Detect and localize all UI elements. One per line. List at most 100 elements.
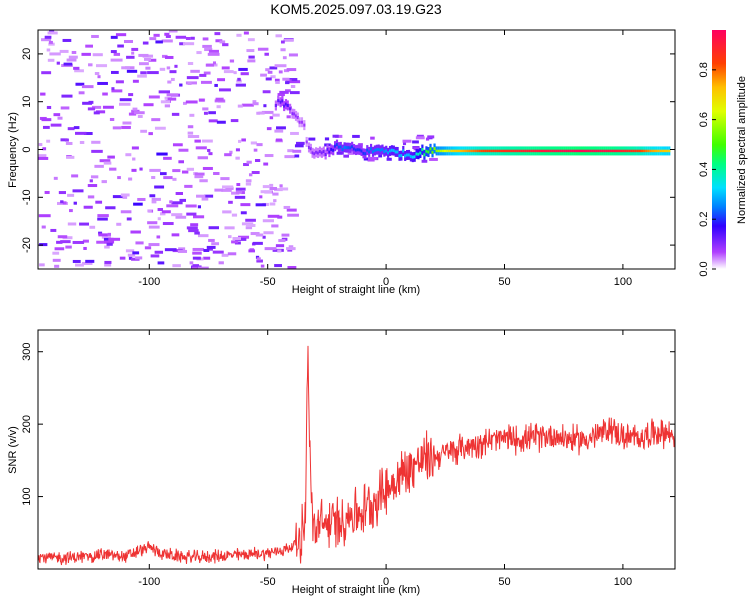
heatmap-signal-cell	[638, 149, 642, 153]
heatmap-noise-cell	[74, 69, 84, 73]
heatmap-noise-cell	[164, 55, 174, 59]
heatmap-noise-cell	[197, 156, 208, 160]
heatmap-noise-cell	[149, 168, 161, 172]
heatmap-noise-cell	[166, 93, 179, 97]
heatmap-signal-cell	[303, 123, 306, 127]
heatmap-signal-cell	[315, 150, 318, 154]
heatmap-noise-cell	[378, 154, 383, 158]
heatmap-noise-cell	[240, 211, 247, 215]
heatmap-signal-cell	[448, 149, 451, 153]
heatmap-noise-cell	[230, 119, 239, 123]
heatmap-noise-cell	[256, 259, 263, 263]
heatmap-signal-cell	[603, 149, 606, 153]
heatmap-signal-cell	[283, 104, 286, 108]
heatmap-noise-cell	[172, 264, 181, 268]
heatmap-noise-cell	[271, 224, 279, 228]
heatmap-noise-cell	[286, 115, 291, 119]
heatmap-noise-cell	[82, 101, 93, 105]
heatmap-noise-cell	[73, 66, 80, 70]
heatmap-noise-cell	[150, 254, 160, 258]
heatmap-x-axis-label: Height of straight line (km)	[292, 284, 420, 296]
heatmap-noise-cell	[126, 55, 135, 59]
heatmap-noise-cell	[171, 213, 183, 217]
heatmap-noise-cell	[131, 51, 135, 55]
heatmap-noise-cell	[50, 123, 62, 127]
heatmap-noise-cell	[185, 204, 197, 208]
heatmap-signal-cell	[659, 149, 662, 153]
heatmap-signal-cell	[640, 149, 644, 153]
heatmap-signal-cell	[398, 154, 401, 158]
heatmap-noise-cell	[240, 72, 249, 76]
heatmap-noise-cell	[235, 156, 240, 160]
heatmap-signal-cell	[358, 148, 361, 152]
heatmap-signal-cell	[524, 149, 527, 153]
heatmap-noise-cell	[367, 156, 377, 160]
heatmap-noise-cell	[121, 125, 131, 129]
x-tick-label: -100	[138, 276, 160, 288]
heatmap-noise-cell	[234, 195, 246, 199]
heatmap-noise-cell	[220, 177, 230, 181]
heatmap-noise-cell	[115, 80, 124, 84]
heatmap-noise-cell	[81, 85, 94, 89]
heatmap-noise-cell	[97, 217, 108, 221]
heatmap-noise-cell	[62, 236, 73, 240]
heatmap-signal-cell	[528, 149, 531, 153]
heatmap-noise-cell	[40, 92, 46, 96]
heatmap-noise-cell	[185, 100, 198, 104]
heatmap-signal-cell	[585, 149, 588, 153]
heatmap-noise-cell	[274, 264, 282, 268]
heatmap-noise-cell	[151, 118, 161, 122]
heatmap-noise-cell	[117, 44, 124, 48]
heatmap-noise-cell	[203, 71, 211, 75]
heatmap-signal-cell	[591, 149, 594, 153]
heatmap-noise-cell	[68, 55, 78, 59]
heatmap-noise-cell	[160, 100, 171, 104]
heatmap-noise-cell	[53, 113, 61, 117]
heatmap-noise-cell	[272, 113, 280, 117]
heatmap-noise-cell	[235, 187, 246, 191]
heatmap-signal-cell	[362, 151, 365, 155]
heatmap-noise-cell	[245, 179, 252, 183]
heatmap-noise-cell	[199, 73, 207, 77]
heatmap-noise-cell	[245, 182, 252, 186]
heatmap-noise-cell	[170, 77, 175, 81]
heatmap-noise-cell	[246, 49, 255, 53]
heatmap-noise-cell	[126, 217, 132, 221]
heatmap-noise-cell	[260, 73, 267, 77]
heatmap-noise-cell	[123, 39, 133, 43]
heatmap-signal-cell	[632, 149, 635, 153]
heatmap-noise-cell	[155, 40, 163, 44]
heatmap-noise-cell	[227, 252, 237, 256]
heatmap-noise-cell	[175, 191, 183, 195]
heatmap-noise-cell	[106, 234, 112, 238]
heatmap-signal-cell	[334, 144, 337, 148]
heatmap-noise-cell	[56, 61, 60, 65]
heatmap-signal-cell	[294, 114, 298, 118]
heatmap-noise-cell	[172, 169, 181, 173]
heatmap-noise-cell	[256, 257, 261, 261]
snr-y-axis-label: SNR (v/v)	[7, 426, 19, 474]
heatmap-noise-cell	[286, 68, 297, 72]
heatmap-signal-cell	[643, 149, 646, 153]
heatmap-signal-cell	[409, 154, 412, 158]
heatmap-noise-cell	[39, 243, 48, 247]
heatmap-signal-cell	[666, 149, 669, 153]
heatmap-noise-cell	[132, 251, 140, 255]
heatmap-signal-cell	[563, 149, 566, 153]
heatmap-noise-cell	[57, 116, 63, 120]
heatmap-noise-cell	[208, 111, 216, 115]
heatmap-noise-cell	[238, 235, 250, 239]
heatmap-noise-cell	[151, 197, 161, 201]
heatmap-signal-cell	[307, 145, 311, 149]
heatmap-noise-cell	[127, 253, 136, 257]
heatmap-noise-cell	[290, 131, 299, 135]
heatmap-noise-cell	[85, 44, 93, 48]
heatmap-signal-cell	[405, 153, 409, 157]
heatmap-noise-cell	[248, 249, 255, 253]
x-tick-label: -50	[260, 576, 276, 588]
heatmap-signal-cell	[446, 149, 449, 153]
heatmap-noise-cell	[125, 153, 132, 157]
heatmap-signal-cell	[522, 149, 525, 153]
heatmap-signal-cell	[413, 155, 416, 159]
heatmap-noise-cell	[238, 67, 248, 71]
